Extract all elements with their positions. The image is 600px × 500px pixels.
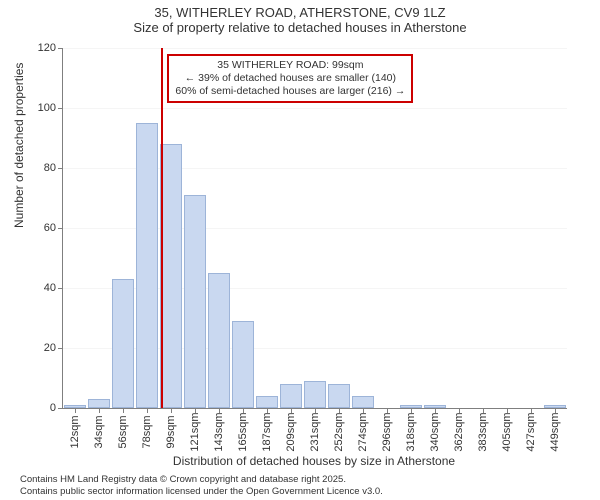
ytick-mark — [58, 168, 63, 169]
xtick-label: 231sqm — [309, 412, 321, 451]
annotation-line2: ← 39% of detached houses are smaller (14… — [175, 72, 405, 85]
xtick-label: 187sqm — [261, 412, 273, 451]
xtick-label: 165sqm — [237, 412, 249, 451]
ytick-mark — [58, 228, 63, 229]
marker-line — [161, 48, 163, 408]
ytick-label: 60 — [44, 222, 56, 234]
ytick-label: 120 — [38, 42, 56, 54]
histogram-bar — [280, 384, 302, 408]
histogram-bar — [304, 381, 326, 408]
histogram-bar — [232, 321, 254, 408]
xtick-mark — [147, 408, 148, 413]
x-axis-label: Distribution of detached houses by size … — [62, 454, 566, 468]
ytick-label: 20 — [44, 342, 56, 354]
xtick-label: 362sqm — [453, 412, 465, 451]
chart-container: 35, WITHERLEY ROAD, ATHERSTONE, CV9 1LZ … — [0, 0, 600, 500]
ytick-mark — [58, 108, 63, 109]
xtick-mark — [99, 408, 100, 413]
gridline — [63, 48, 567, 49]
xtick-mark — [75, 408, 76, 413]
xtick-label: 34sqm — [93, 415, 105, 448]
xtick-label: 78sqm — [141, 415, 153, 448]
xtick-label: 383sqm — [477, 412, 489, 451]
y-axis-label: Number of detached properties — [12, 63, 26, 228]
xtick-label: 405sqm — [501, 412, 513, 451]
xtick-label: 274sqm — [357, 412, 369, 451]
footer-line2: Contains public sector information licen… — [20, 486, 383, 497]
ytick-label: 40 — [44, 282, 56, 294]
ytick-mark — [58, 408, 63, 409]
title-line2: Size of property relative to detached ho… — [0, 20, 600, 35]
histogram-bar — [112, 279, 134, 408]
histogram-bar — [328, 384, 350, 408]
xtick-mark — [171, 408, 172, 413]
xtick-label: 121sqm — [189, 412, 201, 451]
xtick-label: 56sqm — [117, 415, 129, 448]
xtick-label: 296sqm — [381, 412, 393, 451]
title-block: 35, WITHERLEY ROAD, ATHERSTONE, CV9 1LZ … — [0, 0, 600, 35]
annotation-line3: 60% of semi-detached houses are larger (… — [175, 85, 405, 98]
xtick-label: 209sqm — [285, 412, 297, 451]
ytick-mark — [58, 48, 63, 49]
xtick-mark — [123, 408, 124, 413]
title-line1: 35, WITHERLEY ROAD, ATHERSTONE, CV9 1LZ — [0, 5, 600, 20]
histogram-bar — [136, 123, 158, 408]
annotation-box: 35 WITHERLEY ROAD: 99sqm ← 39% of detach… — [167, 54, 413, 103]
gridline — [63, 108, 567, 109]
xtick-label: 99sqm — [165, 415, 177, 448]
histogram-bar — [208, 273, 230, 408]
footer-line1: Contains HM Land Registry data © Crown c… — [20, 474, 383, 485]
xtick-label: 143sqm — [213, 412, 225, 451]
ytick-mark — [58, 348, 63, 349]
footer: Contains HM Land Registry data © Crown c… — [20, 474, 383, 497]
ytick-label: 0 — [50, 402, 56, 414]
ytick-mark — [58, 288, 63, 289]
xtick-label: 340sqm — [429, 412, 441, 451]
ytick-label: 100 — [38, 102, 56, 114]
annotation-line1: 35 WITHERLEY ROAD: 99sqm — [175, 59, 405, 72]
xtick-label: 12sqm — [69, 415, 81, 448]
ytick-label: 80 — [44, 162, 56, 174]
xtick-label: 318sqm — [405, 412, 417, 451]
histogram-bar — [256, 396, 278, 408]
xtick-label: 427sqm — [525, 412, 537, 451]
histogram-bar — [184, 195, 206, 408]
xtick-label: 252sqm — [333, 412, 345, 451]
histogram-bar — [88, 399, 110, 408]
histogram-bar — [352, 396, 374, 408]
xtick-label: 449sqm — [549, 412, 561, 451]
plot-area: 12sqm34sqm56sqm78sqm99sqm121sqm143sqm165… — [62, 48, 567, 409]
